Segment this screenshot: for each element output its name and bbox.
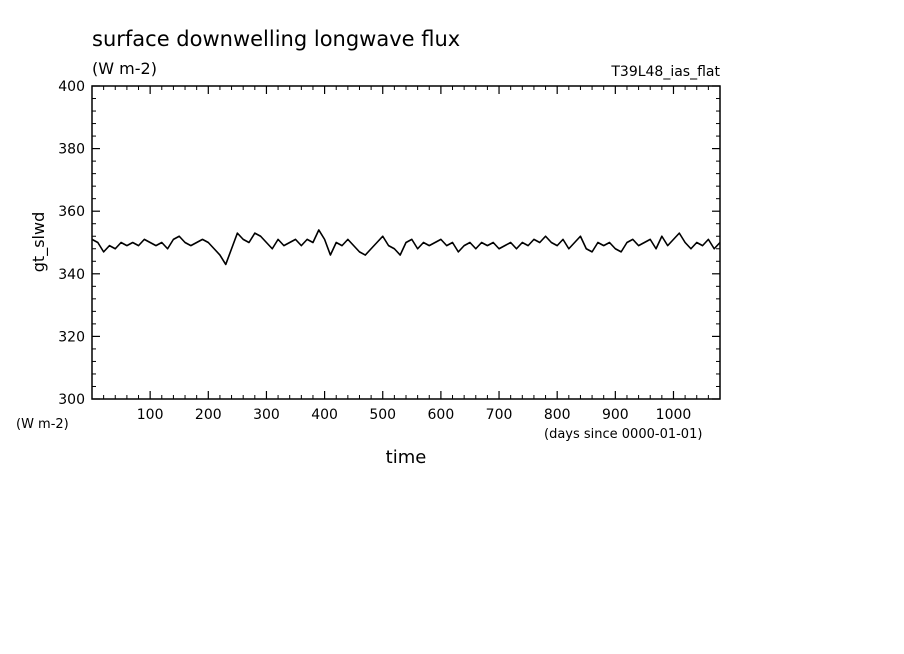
y-tick-label: 360 (58, 204, 85, 220)
x-tick-label: 800 (544, 407, 571, 423)
y-tick-label: 320 (58, 329, 85, 345)
plot-area: 100 200 300 400 500 600 700 800 900 1000 300 320 340… (58, 79, 721, 423)
y-axis-label: gt_slwd (29, 212, 49, 272)
x-axis-label: time (386, 447, 427, 468)
x-tick-label: 600 (428, 407, 455, 423)
x-tick-label: 500 (369, 407, 396, 423)
chart-subtitle: (W m-2) (92, 59, 157, 78)
x-tick-label: 300 (253, 407, 280, 423)
x-tick-label: 400 (311, 407, 338, 423)
y-tick-label: 400 (58, 79, 85, 95)
x-axis-units: (days since 0000-01-01) (544, 427, 702, 442)
x-tick-label: 700 (486, 407, 513, 423)
x-tick-label: 100 (137, 407, 164, 423)
y-axis-units: (W m-2) (16, 417, 69, 432)
y-tick-label: 380 (58, 142, 85, 158)
x-tick-label: 900 (602, 407, 629, 423)
series-line-0 (91, 229, 721, 266)
y-tick-label: 300 (58, 392, 85, 408)
x-tick-label: 1000 (656, 407, 692, 423)
chart-title: surface downwelling longwave flux (92, 27, 460, 51)
y-tick-label: 340 (58, 267, 85, 283)
experiment-label: T39L48_ias_flat (610, 64, 720, 80)
plot-frame (91, 85, 721, 400)
x-tick-label: 200 (195, 407, 222, 423)
